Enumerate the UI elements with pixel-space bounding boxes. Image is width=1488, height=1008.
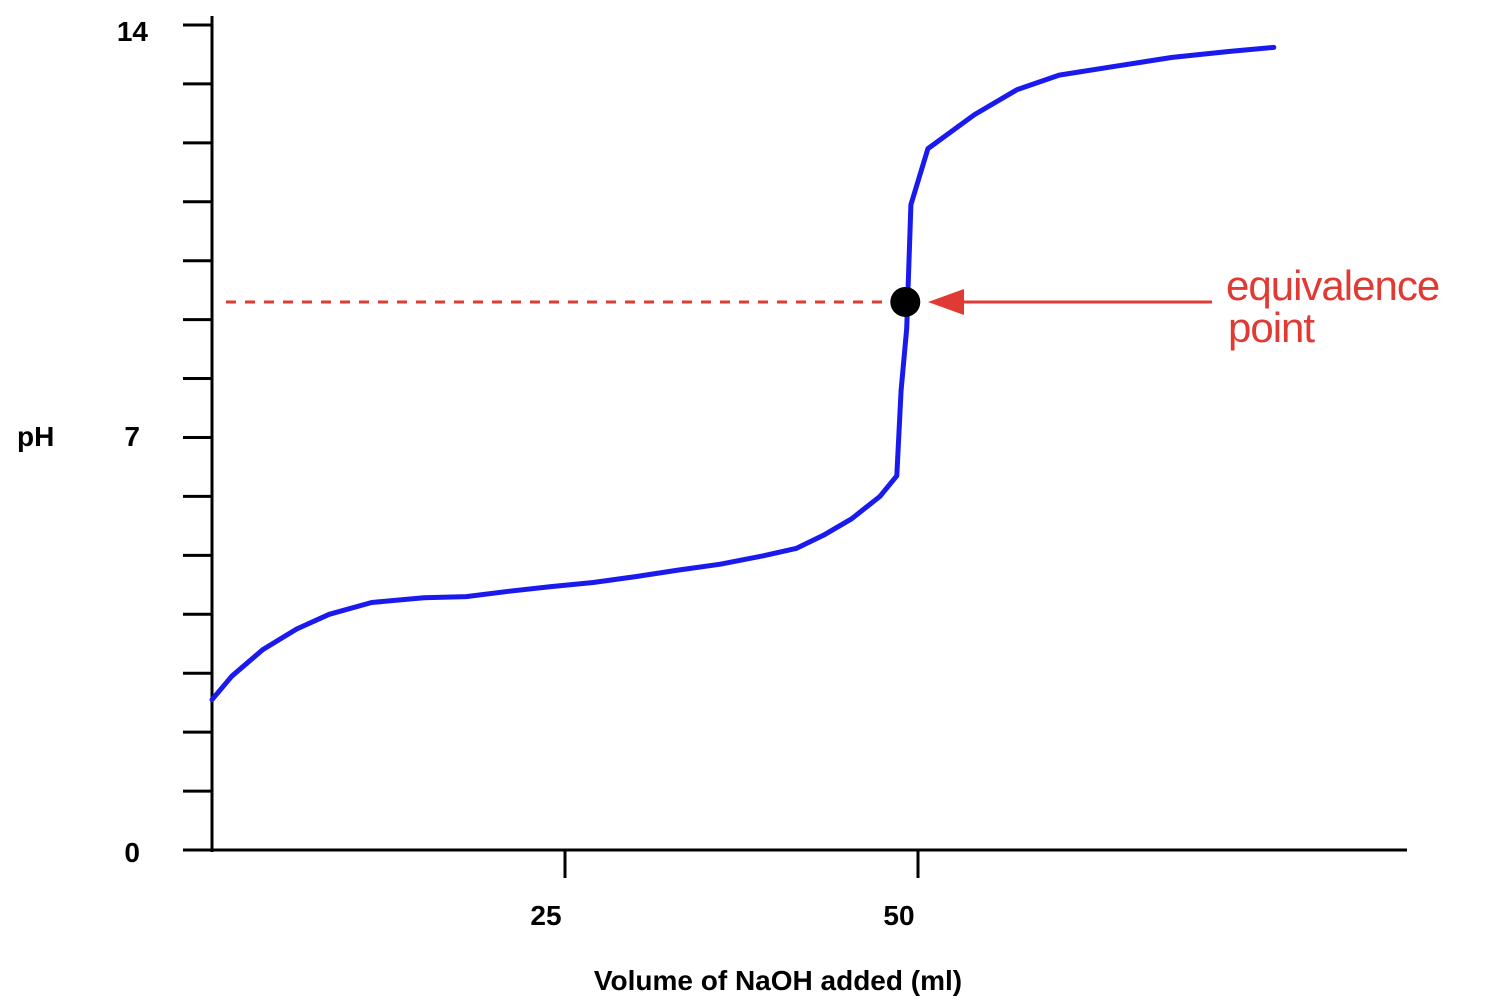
equivalence-arrow-head [928, 288, 964, 315]
titration-curve [209, 44, 1277, 703]
y-axis-title: pH [17, 421, 54, 452]
x-axis-title: Volume of NaOH added (ml) [594, 965, 962, 996]
equivalence-label-line2: point [1228, 304, 1315, 351]
y-tick-label-0: 0 [124, 837, 140, 868]
equivalence-label-line1: equivalence [1226, 262, 1439, 309]
x-tick-label-25: 25 [530, 900, 561, 931]
y-tick-label-14: 14 [117, 16, 149, 47]
x-ticks [563, 850, 920, 878]
y-ticks [183, 23, 212, 852]
x-tick-label-50: 50 [883, 900, 914, 931]
y-tick-label-7: 7 [124, 421, 140, 452]
equivalence-point-marker [890, 286, 921, 317]
